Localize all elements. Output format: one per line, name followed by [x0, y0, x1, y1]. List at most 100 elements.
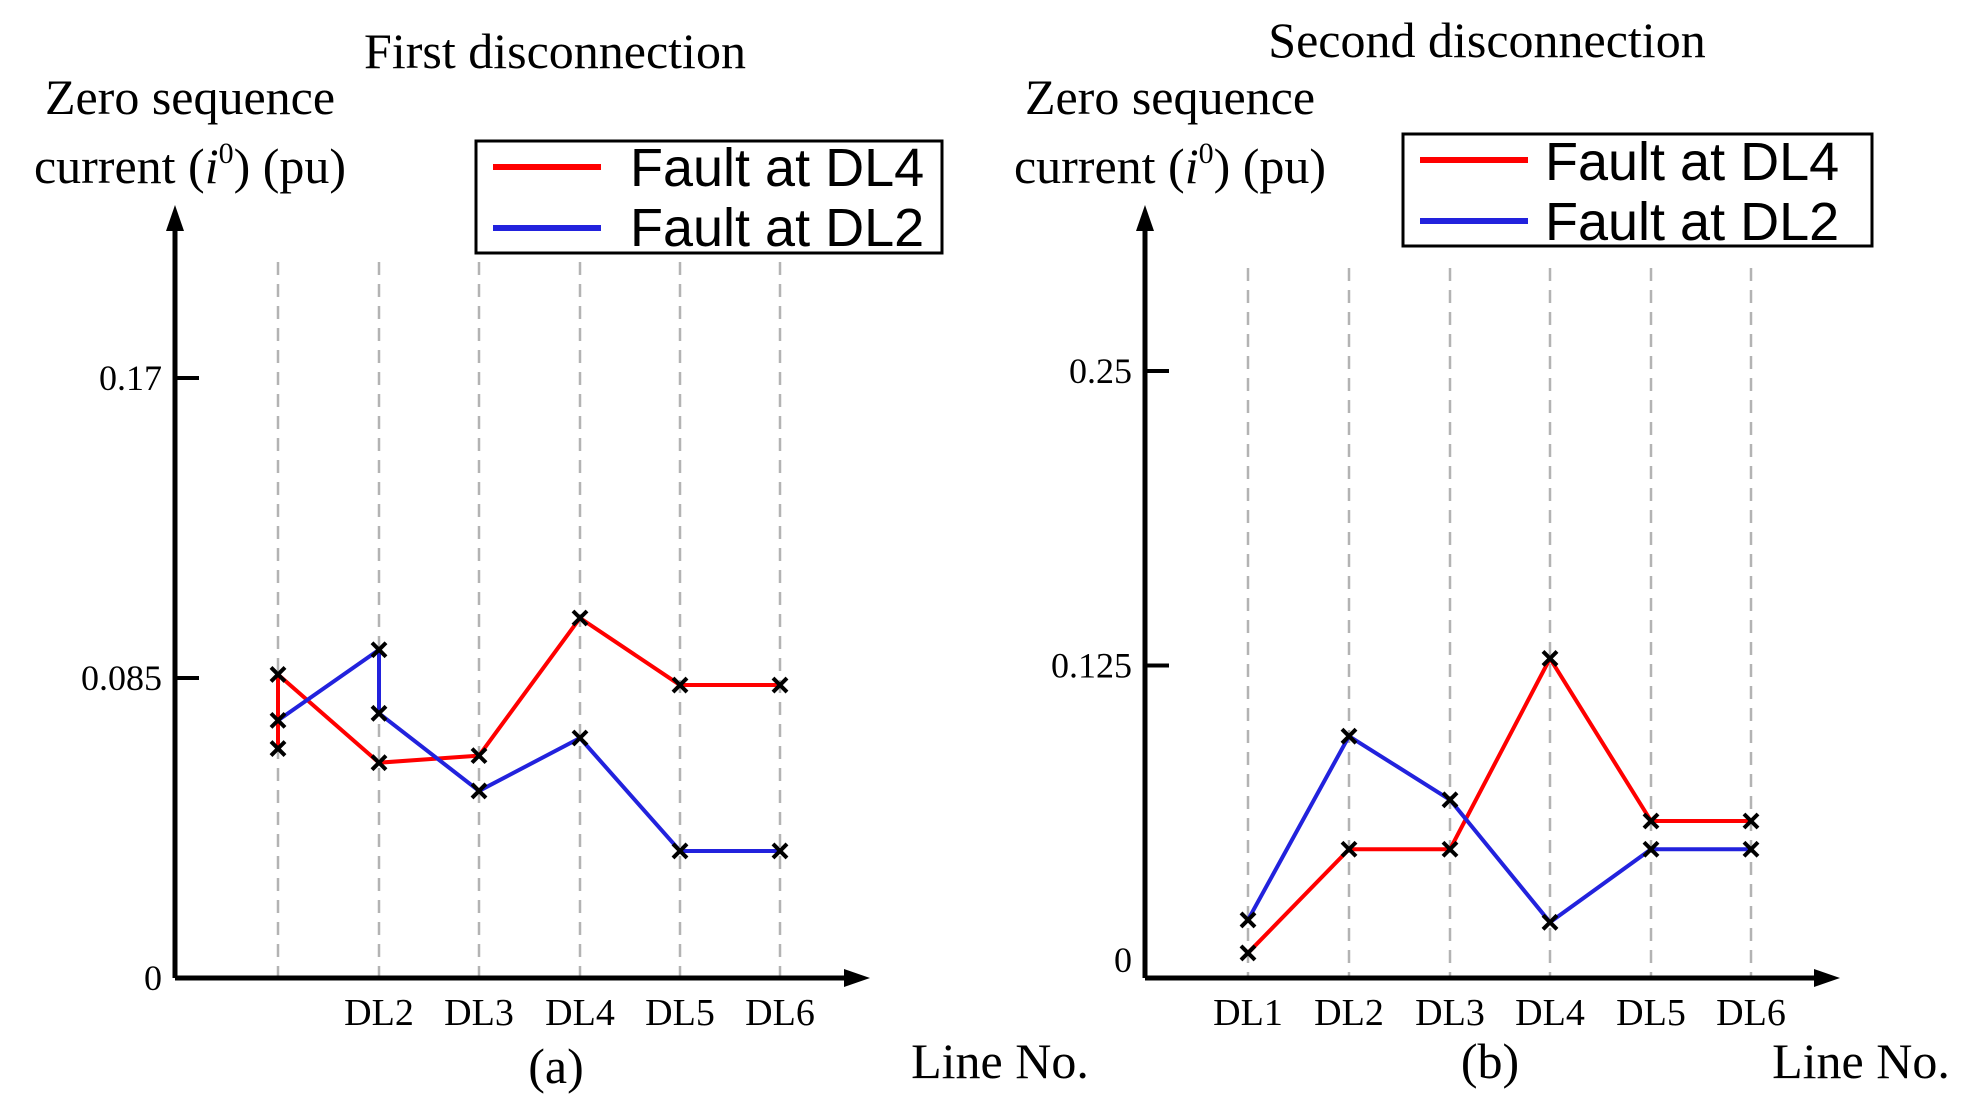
x-tick-label: DL6 [745, 992, 815, 1034]
x-tick-label: DL4 [545, 992, 615, 1034]
axes [166, 205, 870, 987]
marker-stroke [1642, 812, 1660, 830]
marker-stroke [370, 641, 388, 659]
x-tick-label: DL5 [645, 992, 715, 1034]
marker-stroke [771, 842, 789, 860]
marker-stroke [671, 676, 689, 694]
data-point-marker [370, 704, 388, 722]
legend-box [474, 139, 944, 255]
marker-stroke [370, 754, 388, 772]
data-point-marker [771, 842, 789, 860]
y-axis-arrow [1136, 205, 1154, 231]
x-tick-label: DL3 [1415, 992, 1485, 1034]
series-line-fault-at-dl2 [276, 647, 780, 853]
x-axis-label: Line No. [1772, 1033, 1950, 1089]
x-tick-label: DL4 [1515, 992, 1585, 1034]
data-point-marker [671, 842, 689, 860]
legend-label-fault-dl4: Fault at DL4 [1545, 132, 1839, 192]
data-point-marker [470, 747, 488, 765]
y-axis-label-line1: Zero sequence [1025, 69, 1315, 125]
y-axis-label-sup: 0 [219, 137, 234, 170]
y-axis-label-line1: Zero sequence [45, 69, 335, 125]
marker-stroke [269, 740, 287, 758]
y-axis-label-suffix: ) (pu) [234, 138, 346, 194]
data-point-marker [1340, 727, 1358, 745]
x-tick-labels: DL1 DL2 DL3 DL4 DL5 DL6 [1213, 992, 1786, 1034]
legend: Fault at DL4 Fault at DL2 [474, 138, 944, 258]
x-axis-label: Line No. [911, 1033, 1089, 1089]
marker-stroke [671, 842, 689, 860]
x-tick-label: DL1 [1213, 992, 1283, 1034]
x-tick-labels: DL2 DL3 DL4 DL5 DL6 [344, 992, 815, 1034]
y-axis-label-prefix: current ( [34, 138, 205, 194]
series-layer [269, 609, 789, 860]
data-point-marker [1541, 650, 1559, 667]
x-tick-label: DL3 [444, 992, 514, 1034]
data-point-marker [269, 740, 287, 758]
series-line-fault-at-dl4 [1246, 656, 1751, 955]
data-point-marker [370, 754, 388, 772]
x-tick-label: DL2 [344, 992, 414, 1034]
marker-stroke [370, 704, 388, 722]
data-point-marker [1642, 840, 1660, 858]
panel-caption: (a) [528, 1038, 584, 1094]
series-line-fault-at-dl4 [276, 616, 780, 765]
series-layer [1239, 650, 1760, 962]
chart-title: First disconnection [364, 23, 746, 79]
x-tick-label: DL6 [1716, 992, 1786, 1034]
panel-a: First disconnection Zero sequence curren… [34, 23, 1089, 1094]
data-point-marker [1642, 812, 1660, 830]
marker-stroke [1340, 727, 1358, 745]
x-tick-label: DL2 [1314, 992, 1384, 1034]
data-point-marker [1742, 812, 1760, 830]
marker-stroke [470, 747, 488, 765]
marker-stroke [1340, 840, 1358, 858]
data-point-marker [269, 711, 287, 729]
panel-b: Second disconnection Zero sequence curre… [1014, 12, 1950, 1089]
marker-stroke [470, 782, 488, 800]
y-tick-label: 0.17 [99, 358, 162, 398]
data-point-marker [1541, 913, 1559, 931]
data-point-marker [470, 782, 488, 800]
data-point-marker [1239, 911, 1257, 929]
y-axis-label-line2: current (i0) (pu) [1014, 137, 1326, 194]
gridlines [1246, 268, 1753, 978]
marker-stroke [1441, 840, 1459, 858]
marker-stroke [571, 609, 589, 627]
data-point-marker [1239, 944, 1257, 962]
y-axis-arrow [166, 205, 184, 231]
data-point-marker [1441, 791, 1459, 809]
marker-stroke [1742, 812, 1760, 830]
legend: Fault at DL4 Fault at DL2 [1401, 132, 1874, 252]
x-axis-arrow [844, 969, 870, 987]
panel-caption: (b) [1461, 1033, 1519, 1089]
legend-box [1401, 132, 1874, 248]
marker-stroke [1541, 913, 1559, 931]
y-tick-label: 0 [1114, 940, 1132, 980]
y-ticks: 0 0.125 0.25 [1051, 351, 1169, 980]
y-tick-label: 0.125 [1051, 646, 1132, 686]
y-axis-label-var: i [1185, 138, 1199, 194]
data-point-marker [571, 729, 589, 747]
chart-title: Second disconnection [1268, 12, 1705, 68]
legend-label-fault-dl2: Fault at DL2 [630, 198, 924, 258]
axes [1136, 205, 1840, 987]
marker-stroke [1541, 650, 1559, 667]
data-point-marker [671, 676, 689, 694]
y-ticks: 0 0.085 0.17 [81, 358, 199, 998]
legend-label-fault-dl4: Fault at DL4 [630, 138, 924, 198]
marker-stroke [1742, 840, 1760, 858]
marker-stroke [269, 711, 287, 729]
marker-stroke [771, 676, 789, 694]
data-point-marker [1340, 840, 1358, 858]
marker-stroke [571, 729, 589, 747]
y-tick-label: 0.085 [81, 658, 162, 698]
y-axis-label-suffix: ) (pu) [1214, 138, 1326, 194]
gridlines [276, 262, 782, 978]
data-point-marker [571, 609, 589, 627]
y-axis-label-line2: current (i0) (pu) [34, 137, 346, 194]
marker-stroke [1642, 840, 1660, 858]
data-point-marker [370, 641, 388, 659]
data-point-marker [1441, 840, 1459, 858]
